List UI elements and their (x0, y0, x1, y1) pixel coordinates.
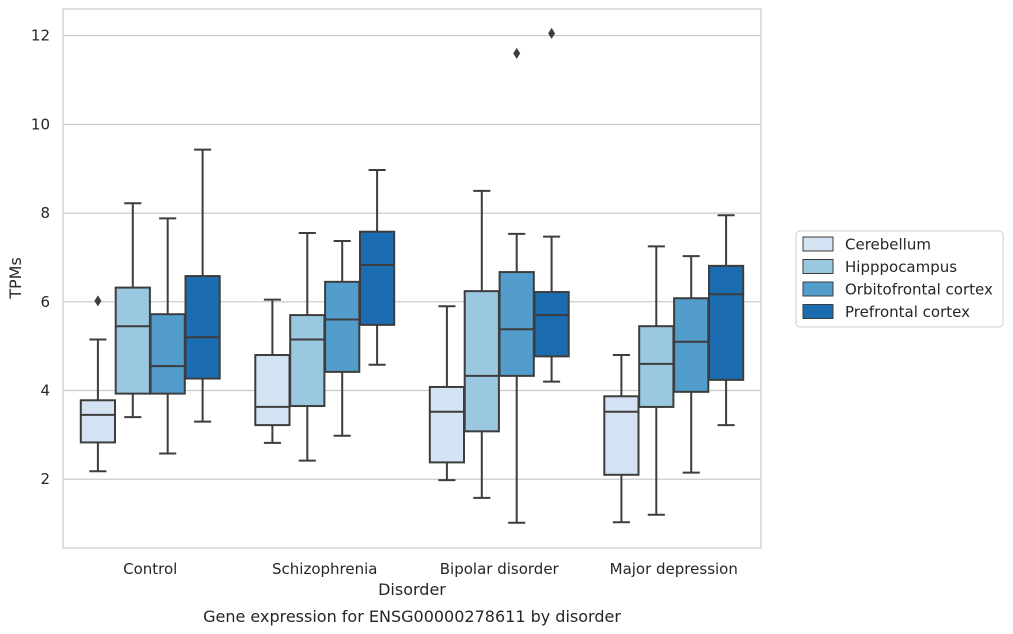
outlier-point (548, 27, 556, 39)
box-orbitofrontal-cortex (149, 217, 186, 455)
box-body (358, 230, 396, 326)
box-orbitofrontal-cortex (673, 255, 710, 474)
chart-caption: Gene expression for ENSG00000278611 by d… (203, 607, 621, 626)
box-hipppocampus (289, 232, 326, 462)
x-tick-label: Major depression (610, 560, 738, 578)
y-tick-label: 6 (40, 293, 50, 311)
legend-swatch (802, 236, 834, 252)
y-tick-label: 12 (31, 27, 50, 45)
legend-label: Cerebellum (845, 236, 931, 254)
box-body (114, 286, 151, 395)
y-tick-label: 10 (31, 115, 50, 133)
box-orbitofrontal-cortex (498, 47, 535, 524)
x-tick-labels: Control Schizophrenia Bipolar disorder Majo… (123, 560, 738, 578)
box-cerebellum (79, 295, 117, 473)
box-cerebellum (603, 354, 640, 524)
box-cerebellum (428, 305, 466, 482)
box-prefrontal-cortex (707, 214, 745, 427)
box-hipppocampus (638, 245, 675, 516)
x-tick-label: Bipolar disorder (440, 560, 560, 578)
x-axis-label: Disorder (378, 580, 446, 599)
plot-frame (62, 8, 762, 549)
outlier-point (513, 47, 521, 59)
box-body (428, 385, 466, 464)
box-body (184, 275, 221, 380)
box-body (463, 290, 500, 433)
box-body (707, 264, 745, 381)
legend-frame (795, 230, 1004, 328)
y-tick-labels: 2 4 6 8 10 12 (31, 27, 50, 489)
x-tick-label: Schizophrenia (272, 560, 377, 578)
box-body (533, 291, 570, 358)
legend-swatch (802, 281, 834, 297)
x-tick-label: Control (123, 560, 177, 578)
y-tick-label: 4 (40, 382, 50, 400)
legend-swatch (802, 259, 834, 274)
y-axis-label: TPMs (6, 257, 25, 300)
box-body (149, 313, 186, 395)
box-orbitofrontal-cortex (324, 240, 361, 437)
box-body (673, 297, 710, 393)
legend-swatch (802, 304, 834, 319)
outlier-point (94, 295, 102, 307)
box-body (324, 280, 361, 373)
box-cerebellum (254, 298, 291, 444)
box-prefrontal-cortex (184, 148, 221, 423)
box-body (79, 399, 117, 444)
y-tick-label: 2 (40, 470, 50, 488)
box-hipppocampus (463, 189, 500, 499)
legend-label: Prefrontal cortex (845, 303, 970, 321)
box-body (603, 395, 640, 476)
box-body (289, 314, 326, 408)
legend-items: Cerebellum Hipppocampus Orbitofrontal cort… (802, 236, 993, 321)
boxes (79, 27, 745, 524)
box-prefrontal-cortex (533, 27, 570, 383)
box-hipppocampus (114, 202, 151, 419)
box-body (498, 271, 535, 377)
box-body (254, 354, 291, 427)
box-body (638, 325, 675, 408)
y-tick-label: 8 (40, 204, 50, 222)
box-prefrontal-cortex (358, 169, 396, 366)
legend-label: Hipppocampus (845, 258, 957, 276)
legend: Cerebellum Hipppocampus Orbitofrontal cort… (795, 230, 1004, 328)
legend-label: Orbitofrontal cortex (845, 281, 993, 299)
